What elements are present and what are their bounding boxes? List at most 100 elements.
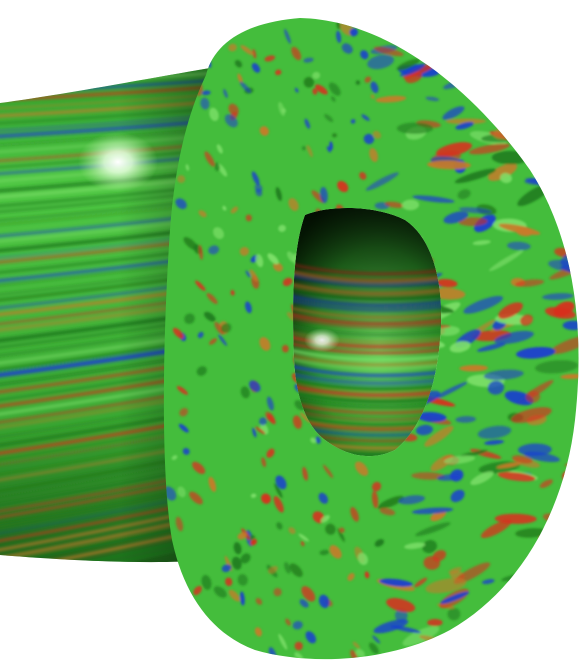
turbulence-blob	[436, 278, 458, 288]
turbulence-blob	[175, 516, 184, 532]
turbulence-blob	[359, 172, 367, 180]
turbulence-blob	[415, 522, 451, 537]
turbulence-blob	[414, 577, 428, 588]
turbulence-blob	[372, 635, 381, 644]
turbulence-blob	[222, 205, 227, 211]
turbulence-blob	[255, 254, 264, 268]
turbulence-blob	[360, 50, 369, 60]
turbulence-blob	[498, 302, 523, 319]
turbulence-blob	[284, 28, 291, 44]
turbulence-blob	[500, 173, 512, 184]
turbulence-blob	[459, 364, 489, 372]
turbulence-blob	[416, 424, 433, 436]
turbulence-blob	[228, 589, 241, 602]
turbulence-blob	[198, 245, 203, 260]
turbulence-blob	[240, 386, 250, 399]
turbulence-blob	[411, 472, 445, 480]
turbulence-blob	[430, 510, 447, 522]
turbulence-blob	[384, 201, 405, 208]
turbulence-blob	[375, 95, 407, 103]
turbulence-blob	[440, 591, 470, 604]
turbulence-blob	[291, 46, 302, 61]
turbulence-blob	[312, 71, 321, 80]
turbulence-blob	[245, 214, 252, 222]
turbulence-blob	[275, 187, 282, 201]
turbulence-blob	[273, 262, 283, 272]
turbulence-blob	[447, 607, 461, 621]
turbulence-blob	[535, 360, 579, 374]
turbulence-blob	[252, 49, 257, 59]
turbulence-blob	[299, 599, 309, 608]
turbulence-blob	[292, 415, 302, 429]
turbulence-blob	[496, 462, 522, 469]
turbulence-blob	[481, 579, 495, 585]
turbulence-blob	[261, 457, 267, 468]
turbulence-blob	[328, 82, 341, 96]
turbulence-blob	[355, 80, 361, 85]
turbulence-blob	[178, 423, 189, 433]
turbulence-blob	[192, 461, 206, 475]
turbulence-blob	[288, 527, 296, 535]
turbulence-blob	[189, 491, 203, 505]
turbulence-blob	[312, 88, 318, 95]
turbulence-blob	[457, 189, 471, 200]
turbulence-blob	[298, 533, 309, 542]
turbulence-blob	[379, 578, 413, 587]
turbulence-blob	[371, 490, 379, 509]
turbulence-blob	[300, 541, 305, 547]
turbulence-blob	[285, 618, 291, 626]
turbulence-blob	[275, 475, 287, 490]
turbulence-blob	[214, 321, 224, 335]
turbulence-blob	[449, 341, 471, 353]
turbulence-blob	[230, 290, 235, 296]
turbulence-blob	[369, 642, 379, 654]
turbulence-blob	[455, 121, 474, 130]
turbulence-blob	[448, 567, 462, 574]
turbulence-blob	[497, 471, 536, 482]
turbulence-blob	[429, 381, 468, 402]
turbulence-blob	[523, 451, 560, 463]
turbulence-blob	[310, 437, 317, 444]
turbulence-blob	[455, 416, 476, 423]
turbulence-blob	[177, 175, 186, 184]
turbulence-blob	[220, 323, 232, 333]
turbulence-blob	[304, 118, 311, 129]
turbulence-blob	[511, 407, 552, 423]
turbulence-blob	[315, 84, 328, 95]
turbulence-blob	[487, 380, 505, 395]
turbulence-blob	[468, 143, 510, 155]
turbulence-blob	[450, 489, 465, 503]
turbulence-blob	[299, 412, 311, 423]
turbulence-blob	[320, 515, 330, 523]
turbulence-blob	[267, 413, 276, 425]
turbulence-blob	[477, 425, 512, 439]
turbulence-blob	[278, 224, 286, 232]
turbulence-blob	[274, 483, 283, 499]
turbulence-blob	[494, 330, 534, 345]
turbulence-blob	[275, 69, 282, 76]
turbulence-blob	[206, 293, 218, 304]
turbulence-blob	[319, 549, 330, 556]
turbulence-blob	[398, 495, 425, 505]
turbulence-blob	[372, 130, 382, 139]
turbulence-blob	[357, 552, 369, 566]
turbulence-blob	[315, 436, 321, 444]
turbulence-blob	[350, 119, 356, 124]
turbulence-blob	[435, 325, 460, 336]
turbulence-blob	[417, 412, 447, 423]
turbulence-blob	[425, 96, 440, 102]
turbulence-blob	[294, 641, 303, 651]
turbulence-blob	[239, 81, 251, 93]
turbulence-blob	[458, 217, 488, 227]
turbulence-blob	[463, 295, 504, 314]
turbulence-blob	[204, 311, 216, 322]
turbulence-blob	[539, 479, 553, 488]
turbulence-blob	[425, 578, 467, 594]
turbulence-blob	[424, 425, 454, 447]
turbulence-blob	[306, 145, 313, 158]
turbulence-blob	[332, 133, 337, 138]
turbulence-blob	[422, 540, 437, 554]
turbulence-blob	[249, 269, 258, 282]
turbulence-blob	[367, 54, 394, 70]
turbulence-blob	[377, 495, 404, 510]
